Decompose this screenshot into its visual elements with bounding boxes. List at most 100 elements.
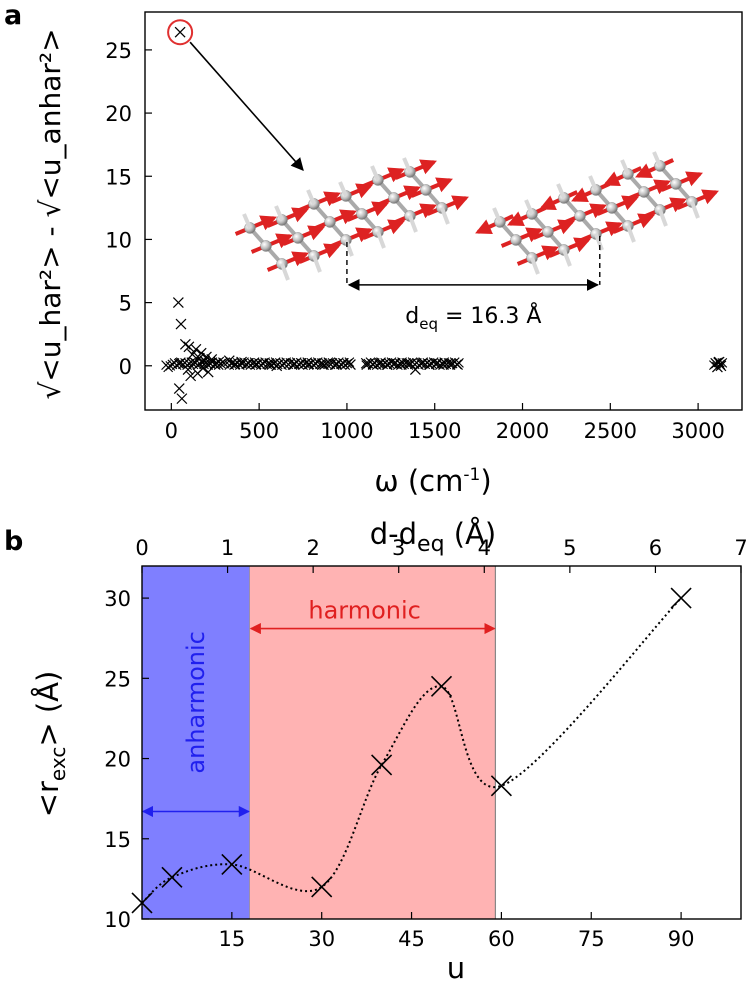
hydrogen-bond [440,207,450,225]
data-point [337,357,349,369]
data-point [431,357,442,369]
atom [388,192,400,204]
hydrogen-bond [306,189,316,205]
data-point [490,775,512,797]
atom [670,178,682,190]
data-point [360,357,372,369]
panel-a-x-tick-label: 1500 [408,419,461,443]
panel-a-x-tick-label: 3000 [671,419,724,443]
data-point [381,359,393,370]
panel-b-x-tick-label: 45 [398,927,425,951]
data-point [201,351,212,363]
data-point [302,359,314,370]
atom [542,226,554,238]
hydrogen-bond [556,183,566,199]
panel-a-x-axis-title: ω (cm-1) [374,464,491,498]
hydrogen-bond [370,165,380,181]
panel-b-y-tick-label: 30 [104,587,131,611]
panel-a-x-tick-label: 2000 [496,419,549,443]
panel-b-top-tick-label: 5 [563,536,576,560]
panel-b-regions: anharmonic harmonic [141,566,497,919]
panel-b-frame [141,565,742,920]
atom [574,210,586,222]
data-point [236,356,247,368]
data-point [424,359,435,370]
panel-a-x-tick-label: 0 [165,419,178,443]
region-label-anharmonic: anharmonic [182,631,210,773]
data-point [388,357,400,369]
data-point [174,357,186,369]
hydrogen-bond [242,213,252,229]
panel-b-top-tick-label: 4 [478,536,491,560]
data-point [271,360,283,372]
data-point [250,359,262,370]
hydrogen-bond [524,199,534,215]
panel-b-x-tick-label: 15 [218,927,245,951]
panel-b-top-tick-label: 3 [392,536,405,560]
panel-b-x-axis-title: u [447,951,465,981]
hydrogen-bond [312,255,322,273]
data-point [161,866,183,888]
panel-a-y-tick-label: 10 [105,228,132,252]
panel-a-y-axis-title: √<u_har²> - √<u_anhar²> [34,28,67,399]
hydrogen-bond [376,231,386,249]
data-point [175,318,187,330]
data-point [195,347,207,359]
panel-b-x-tick-label: 60 [488,927,515,951]
panel-b-y-tick-label: 25 [104,667,131,691]
data-point [309,357,321,369]
panel-a-y-axis-label: √<u_har²> - √<u_anhar²> [34,28,67,399]
panel-a-label: a [4,0,22,31]
data-point [257,357,269,369]
panel-a-ticks: 0 500 1000 1500 2000 2500 3000 0 5 10 15 20 25 [105,39,725,443]
panel-a-x-tick-label: 2500 [584,419,637,443]
data-point [417,357,428,369]
panel-b-x-tick-label: 75 [578,927,605,951]
hydrogen-bond [588,175,598,191]
hydrogen-bond [402,157,412,173]
atom [292,232,304,244]
panel-a-y-tick-label: 20 [105,102,132,126]
panel-a: a 0 500 1000 1500 2000 2500 3000 0 5 10 15 20 25 deq… [4,0,743,498]
panel-a-frame [144,11,743,411]
data-point [172,297,184,309]
data-point [430,675,453,697]
panel-b-y-tick-label: 15 [104,828,131,852]
panel-b-top-tick-label: 6 [649,536,662,560]
data-point [374,357,386,369]
data-point [345,359,356,370]
data-point [206,354,218,365]
data-point [445,357,456,369]
hydrogen-bond [690,201,700,219]
panel-b-y-tick-label: 20 [104,748,131,772]
data-point [188,356,200,368]
data-point [190,343,202,355]
data-point [179,338,191,350]
panel-a-y-tick-label: 0 [119,355,132,379]
data-point [182,364,194,375]
atom [324,216,336,228]
data-point [371,754,393,776]
panel-b-y-axis-title: <rexc> (Å) [31,671,70,818]
hydrogen-bond [492,207,502,223]
data-point [710,357,722,369]
hydrogen-bond [274,205,284,221]
data-point [367,359,379,370]
data-point [316,359,328,370]
panel-b-top-tick-label: 1 [221,536,234,560]
data-point [221,853,243,876]
data-point [288,359,300,370]
atom [638,186,650,198]
data-point [243,357,255,369]
hydrogen-bond [408,215,418,233]
data-point [264,359,276,370]
region-label-harmonic: harmonic [308,597,421,625]
region-anharmonic [142,566,250,919]
data-point [295,357,307,369]
data-point [223,355,235,367]
data-point [176,393,188,405]
d-eq-label: deq = 16.3 Å [405,302,541,333]
